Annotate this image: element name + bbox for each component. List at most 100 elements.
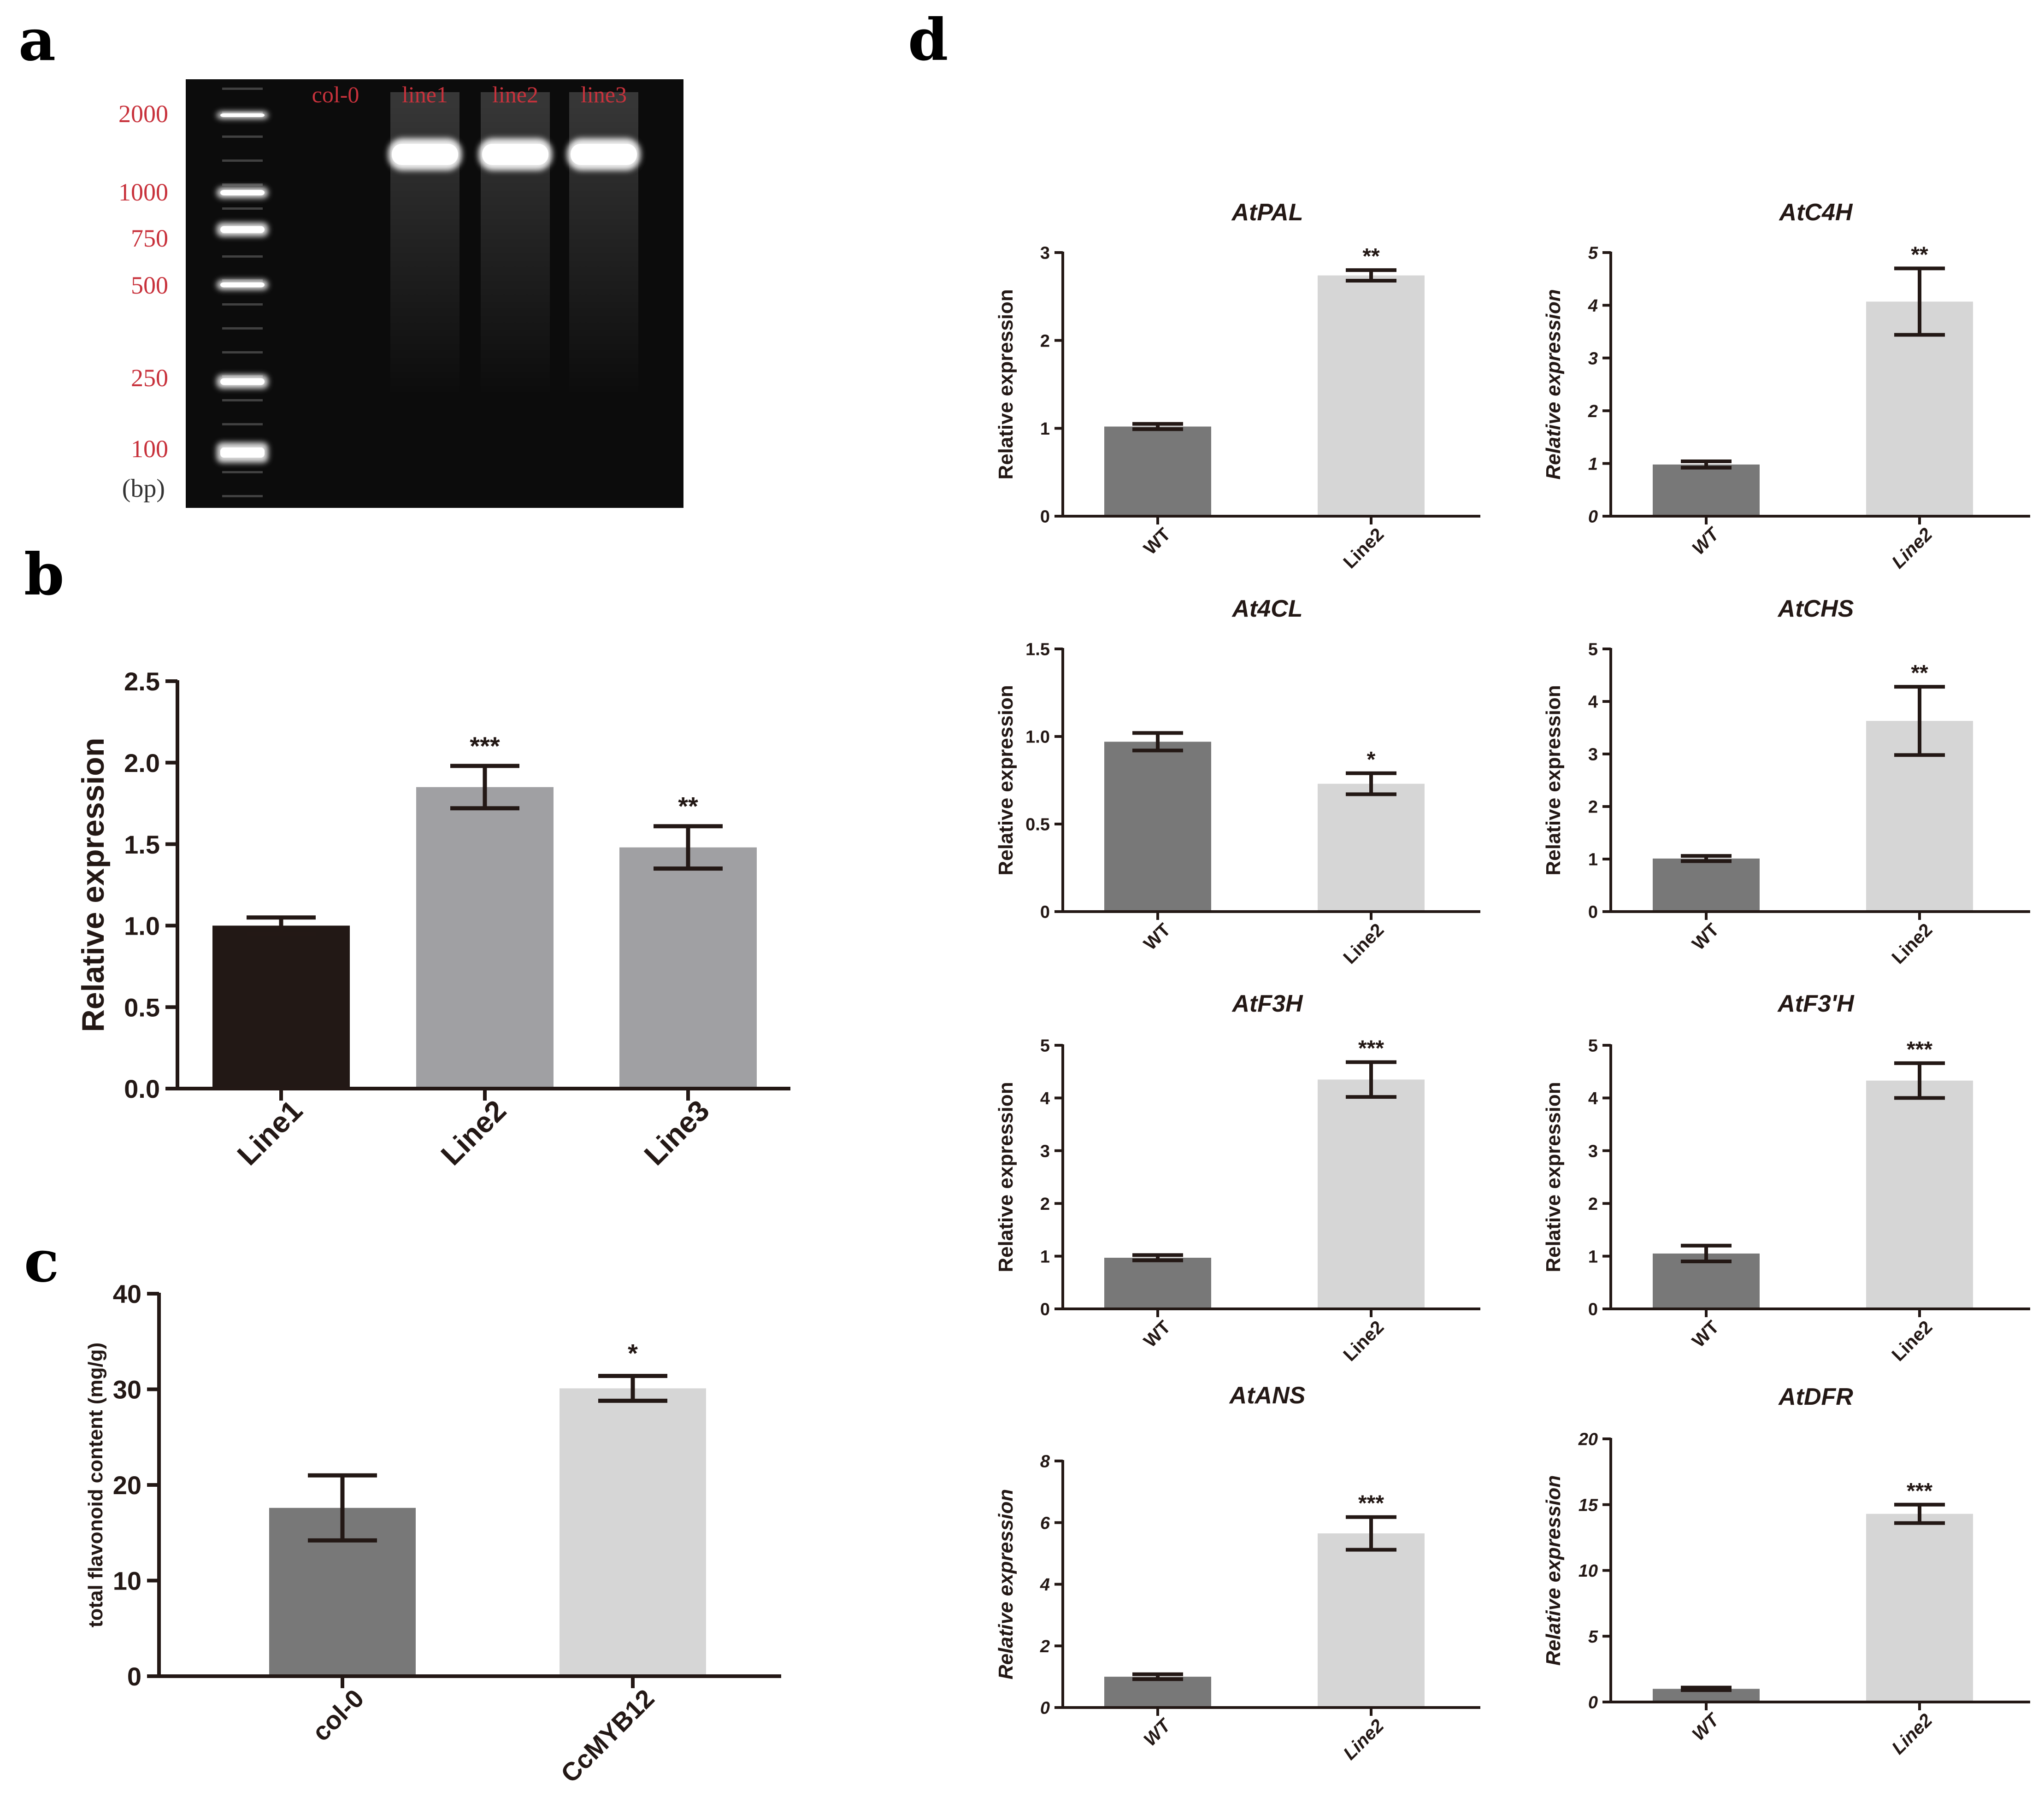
x-category-label-wt: WT bbox=[1140, 524, 1174, 559]
ladder-band bbox=[220, 190, 265, 195]
ladder-faint-band bbox=[222, 112, 263, 114]
ladder-faint-band bbox=[222, 159, 263, 162]
y-tick-label: 1 bbox=[1040, 1247, 1050, 1266]
x-category-label-line2: Line2 bbox=[1888, 524, 1936, 572]
y-tick-label: 2.5 bbox=[124, 667, 160, 696]
x-category-label-line2: Line2 bbox=[1339, 1715, 1388, 1764]
y-axis-label: Relative expression bbox=[995, 685, 1017, 875]
bar-wt bbox=[1104, 742, 1211, 912]
y-tick-label: 10 bbox=[113, 1567, 141, 1596]
y-tick-label: 2 bbox=[1040, 1195, 1050, 1214]
gel-image: col-0 line1 line2 line3 2000 1000 750 500 250 10… bbox=[118, 79, 683, 508]
x-category-label-wt: WT bbox=[1688, 523, 1724, 559]
lane-smear bbox=[569, 92, 638, 396]
y-tick-label: 1 bbox=[1588, 1247, 1598, 1266]
y-tick-label: 3 bbox=[1040, 244, 1050, 263]
ladder-faint-band bbox=[222, 375, 263, 377]
y-tick-label: 0.5 bbox=[124, 993, 160, 1022]
chart-d-at4cl: * 0 0.5 1.0 1.5 WT Line2 Relative expression At4… bbox=[995, 595, 1480, 968]
y-tick-label: 0 bbox=[1040, 507, 1050, 527]
ladder-faint-band bbox=[222, 135, 263, 138]
ladder-faint-band bbox=[222, 327, 263, 330]
bar-line2 bbox=[1866, 1080, 1973, 1309]
chart-d-atf3h: *** 0 1 2 3 4 5 WT Line2 Relative expression AtF3H bbox=[995, 990, 1480, 1365]
y-tick-label: 0 bbox=[1588, 1300, 1598, 1319]
bar-line3 bbox=[619, 847, 757, 1089]
y-tick-label: 0 bbox=[1588, 507, 1598, 527]
y-tick-label: 1 bbox=[1588, 850, 1598, 870]
bar-line2 bbox=[1866, 1514, 1973, 1702]
ladder-faint-band bbox=[222, 303, 263, 306]
ladder-faint-band bbox=[222, 88, 263, 90]
x-category-label-line2: Line2 bbox=[1888, 1317, 1936, 1365]
bar-ccmyb12 bbox=[560, 1388, 706, 1676]
y-axis-label: Relative expression bbox=[995, 289, 1017, 479]
panel-label-b: b bbox=[24, 541, 64, 608]
y-tick-label: 5 bbox=[1040, 1037, 1050, 1056]
significance-marker: ** bbox=[678, 792, 698, 821]
y-tick-label: 1.5 bbox=[1025, 640, 1050, 660]
sample-band bbox=[571, 144, 637, 165]
significance-marker: * bbox=[1367, 748, 1376, 772]
y-tick-label: 5 bbox=[1588, 244, 1598, 263]
ladder-band bbox=[220, 448, 265, 458]
chart-title: AtF3H bbox=[1231, 990, 1303, 1017]
chart-title: AtDFR bbox=[1778, 1384, 1853, 1410]
sample-band bbox=[392, 144, 458, 165]
x-category-label-wt: WT bbox=[1688, 1317, 1723, 1351]
y-axis-label: Relative expression bbox=[1542, 289, 1565, 479]
y-tick-label: 4 bbox=[1588, 1089, 1598, 1108]
ladder-faint-band bbox=[222, 255, 263, 258]
ladder-size-label: 1000 bbox=[118, 178, 168, 206]
y-tick-label: 3 bbox=[1588, 1142, 1598, 1161]
bar-wt bbox=[1104, 1677, 1211, 1708]
y-tick-label: 30 bbox=[113, 1375, 141, 1404]
chart-d-atf3prime-h: *** 0 1 2 3 4 5 WT Line2 Relative expression AtF3'… bbox=[1542, 990, 2030, 1365]
y-tick-label: 4 bbox=[1588, 693, 1598, 712]
x-category-label-line2: Line2 bbox=[1339, 919, 1388, 968]
panel-label-d: d bbox=[908, 6, 948, 74]
y-tick-label: 4 bbox=[1040, 1575, 1050, 1595]
y-axis-label: Relative expression bbox=[995, 1489, 1017, 1679]
y-axis-label: Relative expression bbox=[1542, 1082, 1565, 1272]
y-tick-label: 40 bbox=[113, 1279, 141, 1308]
x-category-label-line2: Line2 bbox=[1888, 1710, 1936, 1758]
lane-label-line3: line3 bbox=[581, 82, 627, 107]
bar-line2 bbox=[1866, 301, 1973, 516]
bar-wt bbox=[1104, 426, 1211, 516]
ladder-size-label: 2000 bbox=[118, 100, 168, 128]
y-tick-label: 4 bbox=[1588, 296, 1598, 316]
y-tick-label: 1.5 bbox=[124, 830, 160, 859]
sample-band bbox=[482, 144, 548, 165]
x-category-label-line2: Line2 bbox=[1339, 524, 1388, 572]
lane-label-line1: line1 bbox=[402, 82, 448, 107]
chart-c: * 0 10 20 30 40 col-0 CcMYB12 total flavonoid co… bbox=[84, 1279, 781, 1788]
bar-line2 bbox=[416, 787, 554, 1089]
y-tick-label: 3 bbox=[1588, 745, 1598, 765]
chart-d-atc4h: ** 0 1 2 3 4 5 WT Line2 Relative expression AtC4H bbox=[1542, 199, 2030, 572]
ladder-size-label: 100 bbox=[131, 435, 168, 463]
x-category-label-line1: Line1 bbox=[231, 1094, 309, 1172]
ladder-size-label: 500 bbox=[131, 271, 168, 299]
lane-smear bbox=[481, 92, 550, 396]
y-tick-label: 0 bbox=[1040, 1300, 1050, 1319]
chart-d-atpal: ** 0 1 2 3 WT Line2 Relative expression AtPAL bbox=[995, 199, 1480, 572]
chart-title: AtCHS bbox=[1777, 595, 1854, 622]
x-category-label-wt: WT bbox=[1140, 919, 1174, 954]
x-category-label-line2: Line2 bbox=[1888, 919, 1936, 968]
y-tick-label: 5 bbox=[1588, 640, 1598, 660]
x-category-label-wt: WT bbox=[1688, 919, 1723, 954]
bar-wt bbox=[1653, 858, 1760, 912]
lane-label-col-0: col-0 bbox=[312, 82, 359, 107]
y-tick-label: 5 bbox=[1588, 1037, 1598, 1056]
ladder-faint-band bbox=[222, 495, 263, 497]
y-axis-label: Relative expression bbox=[1542, 685, 1565, 875]
ladder-size-label: 250 bbox=[131, 364, 168, 392]
x-category-label-wt: WT bbox=[1140, 1714, 1176, 1750]
significance-marker: *** bbox=[1907, 1479, 1932, 1503]
chart-title: AtF3'H bbox=[1777, 990, 1855, 1017]
y-tick-label: 20 bbox=[113, 1471, 141, 1500]
significance-marker: *** bbox=[470, 731, 500, 760]
y-tick-label: 10 bbox=[1579, 1561, 1598, 1581]
